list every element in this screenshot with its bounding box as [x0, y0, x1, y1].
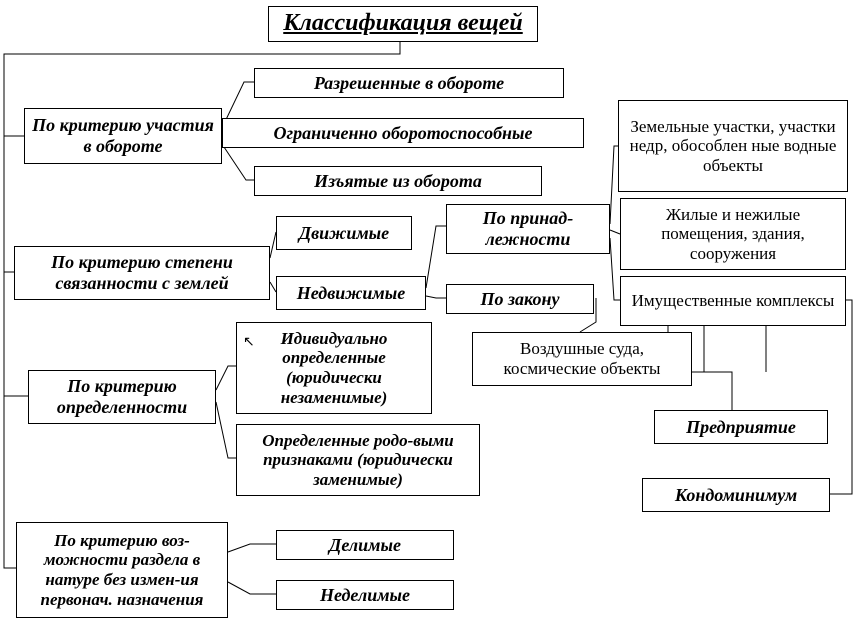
node-n_izy: Изъятые из оборота [254, 166, 542, 196]
node-n_mov: Движимые [276, 216, 412, 250]
node-r_komp: Имущественные комплексы [620, 276, 846, 326]
node-crit3: По критерию определенности [28, 370, 216, 424]
node-n_ind: Идивидуально определенные (юридически не… [236, 322, 432, 414]
node-n_prin: По принад-лежности [446, 204, 610, 254]
diagram-stage: Классификация вещей По критерию участия … [0, 0, 856, 644]
node-r_prem: Жилые и нежилые помещения, здания, соору… [620, 198, 846, 270]
node-n_indiv: Неделимые [276, 580, 454, 610]
node-n_ogr: Ограниченно оборотоспособные [222, 118, 584, 148]
node-crit1: По критерию участия в обороте [24, 108, 222, 164]
node-r_kondo: Кондоминимум [642, 478, 830, 512]
node-crit4: По критерию воз-можности раздела в натур… [16, 522, 228, 618]
node-n_rod: Определенные родо-выми признаками (юриди… [236, 424, 480, 496]
node-crit2: По критерию степени связанности с землей [14, 246, 270, 300]
node-r_land: Земельные участки, участки недр, обособл… [618, 100, 848, 192]
node-r_air: Воздушные суда, космические объекты [472, 332, 692, 386]
node-n_div: Делимые [276, 530, 454, 560]
node-n_zakon: По закону [446, 284, 594, 314]
node-n_immov: Недвижимые [276, 276, 426, 310]
node-n_razr: Разрешенные в обороте [254, 68, 564, 98]
diagram-title: Классификация вещей [268, 6, 538, 42]
node-r_ent: Предприятие [654, 410, 828, 444]
